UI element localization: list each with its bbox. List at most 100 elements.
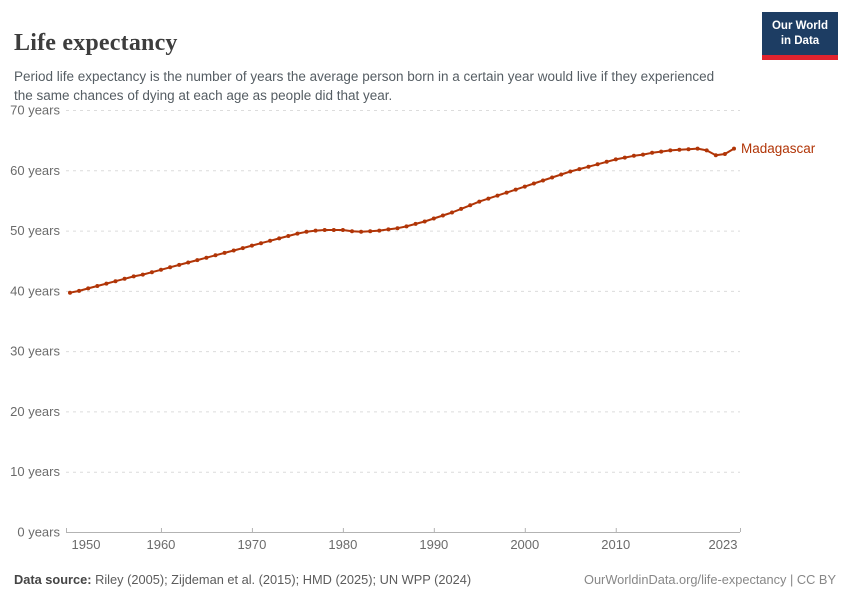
y-tick-label: 50 years — [10, 223, 60, 238]
data-point[interactable] — [695, 146, 700, 151]
data-point[interactable] — [240, 246, 245, 251]
entity-label[interactable]: Madagascar — [741, 141, 816, 156]
data-point[interactable] — [713, 153, 718, 158]
data-source-list: Riley (2005); Zijdeman et al. (2015); HM… — [91, 572, 472, 587]
x-tick-label: 2010 — [601, 537, 630, 552]
data-point[interactable] — [422, 219, 427, 224]
chart-subtitle: Period life expectancy is the number of … — [14, 68, 715, 103]
data-point[interactable] — [249, 243, 254, 248]
data-point[interactable] — [304, 229, 309, 234]
data-point[interactable] — [350, 229, 354, 234]
data-point[interactable] — [613, 157, 618, 162]
data-point[interactable] — [77, 288, 82, 293]
y-tick-label: 20 years — [10, 404, 60, 419]
data-point[interactable] — [477, 199, 482, 204]
chart-footer: Data source: Riley (2005); Zijdeman et a… — [14, 572, 836, 587]
y-tick-label: 40 years — [10, 283, 60, 298]
series-line[interactable] — [69, 147, 735, 294]
data-point[interactable] — [286, 234, 291, 238]
data-point[interactable] — [686, 147, 691, 152]
data-point[interactable] — [322, 228, 327, 232]
data-point[interactable] — [659, 149, 664, 154]
x-tick-label: 2000 — [510, 537, 539, 552]
data-point[interactable] — [486, 196, 491, 201]
data-point[interactable] — [68, 290, 72, 295]
data-point[interactable] — [440, 213, 445, 218]
data-point[interactable] — [732, 146, 736, 151]
data-point[interactable] — [631, 153, 636, 158]
data-point[interactable] — [131, 274, 136, 279]
page-title: Life expectancy — [14, 30, 178, 57]
data-point[interactable] — [513, 187, 518, 192]
data-point[interactable] — [550, 175, 555, 180]
data-point[interactable] — [650, 150, 655, 155]
data-point[interactable] — [313, 228, 318, 233]
data-point[interactable] — [459, 206, 464, 211]
data-point[interactable] — [413, 221, 418, 226]
data-point[interactable] — [622, 155, 627, 160]
data-point[interactable] — [450, 210, 454, 215]
data-point[interactable] — [386, 227, 391, 232]
data-point[interactable] — [604, 159, 609, 164]
data-point[interactable] — [368, 229, 373, 234]
data-point[interactable] — [431, 216, 436, 221]
owid-logo-line2: in Data — [780, 34, 820, 47]
y-tick-label: 0 years — [17, 525, 60, 540]
data-point[interactable] — [95, 284, 100, 288]
data-point[interactable] — [568, 169, 573, 174]
data-point[interactable] — [704, 148, 709, 153]
series-madagascar[interactable] — [68, 146, 736, 295]
data-point[interactable] — [177, 262, 182, 267]
data-point[interactable] — [204, 255, 209, 260]
data-point[interactable] — [495, 193, 500, 198]
x-tick-label: 1950 — [72, 537, 101, 552]
data-point[interactable] — [168, 265, 173, 270]
data-point[interactable] — [541, 178, 545, 183]
data-point[interactable] — [504, 190, 509, 195]
data-point[interactable] — [140, 272, 145, 277]
data-point[interactable] — [522, 184, 527, 189]
data-source-text: Data source: Riley (2005); Zijdeman et a… — [14, 572, 471, 587]
data-point[interactable] — [86, 286, 91, 291]
data-point[interactable] — [668, 148, 673, 153]
data-point[interactable] — [277, 236, 282, 241]
data-point[interactable] — [359, 229, 364, 234]
data-point[interactable] — [113, 279, 118, 284]
data-point[interactable] — [104, 281, 109, 286]
data-point[interactable] — [222, 250, 227, 255]
data-point[interactable] — [722, 152, 727, 156]
data-point[interactable] — [122, 276, 127, 281]
data-point[interactable] — [159, 267, 163, 272]
y-tick-label: 60 years — [10, 163, 60, 178]
data-point[interactable] — [395, 226, 400, 231]
owid-citation-link[interactable]: OurWorldinData.org/life-expectancy | CC … — [583, 572, 836, 587]
data-point[interactable] — [641, 152, 645, 157]
owid-logo-line1: Our World — [771, 20, 828, 32]
x-tick-label: 1970 — [237, 537, 266, 552]
data-point[interactable] — [331, 228, 336, 232]
x-tick-label: 1990 — [419, 537, 448, 552]
data-point[interactable] — [595, 162, 600, 167]
y-tick-label: 30 years — [10, 344, 60, 359]
x-tick-label: 2023 — [709, 537, 738, 552]
data-point[interactable] — [213, 253, 218, 258]
data-point[interactable] — [586, 164, 591, 169]
data-point[interactable] — [149, 270, 154, 275]
data-point[interactable] — [677, 147, 682, 152]
data-point[interactable] — [340, 228, 345, 232]
data-point[interactable] — [559, 172, 564, 177]
owid-logo[interactable]: Our World in Data — [762, 12, 838, 60]
x-tick-label: 1960 — [146, 537, 175, 552]
data-point[interactable] — [268, 238, 273, 243]
data-point[interactable] — [531, 181, 536, 186]
data-point[interactable] — [259, 241, 263, 246]
data-point[interactable] — [295, 231, 300, 236]
data-point[interactable] — [377, 228, 382, 233]
data-point[interactable] — [195, 258, 200, 263]
y-tick-label: 10 years — [10, 464, 60, 479]
data-point[interactable] — [404, 224, 409, 229]
data-point[interactable] — [577, 167, 582, 172]
data-point[interactable] — [186, 260, 191, 265]
data-point[interactable] — [468, 203, 473, 208]
data-point[interactable] — [231, 248, 236, 253]
